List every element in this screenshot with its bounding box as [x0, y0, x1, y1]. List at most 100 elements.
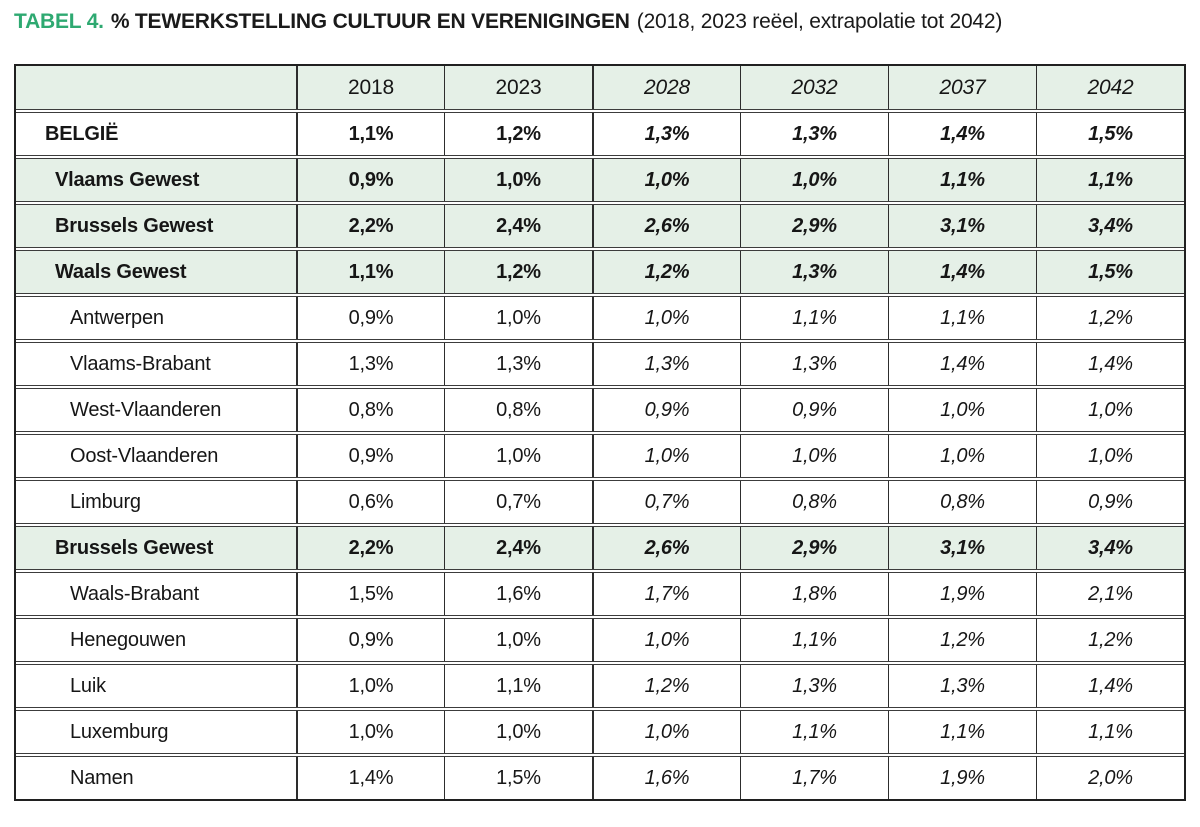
row-label: Oost-Vlaanderen [70, 444, 219, 467]
value-cell: 1,1% [888, 297, 1036, 339]
value-cell: 1,4% [296, 757, 444, 799]
value-cell: 1,6% [444, 573, 592, 615]
row-label: Waals Gewest [55, 260, 187, 283]
table-row: Limburg 0,6% 0,7% 0,7% 0,8% 0,8% 0,9% [16, 480, 1184, 524]
value-cell: 1,5% [1036, 113, 1184, 155]
table-row: Vlaams-Brabant 1,3% 1,3% 1,3% 1,3% 1,4% 1,4% [16, 342, 1184, 386]
value-cell: 2,9% [740, 205, 888, 247]
value-cell: 3,1% [888, 205, 1036, 247]
value-cell: 0,6% [296, 481, 444, 523]
value-cell: 1,9% [888, 573, 1036, 615]
value-cell: 2,4% [444, 527, 592, 569]
value-cell: 1,5% [444, 757, 592, 799]
value-cell: 1,0% [592, 619, 740, 661]
table-row: BELGIË 1,1% 1,2% 1,3% 1,3% 1,4% 1,5% [16, 112, 1184, 156]
row-label: Vlaams-Brabant [70, 352, 211, 375]
row-label: Henegouwen [70, 628, 186, 651]
value-cell: 1,0% [444, 619, 592, 661]
column-header: 2028 [592, 66, 740, 109]
value-cell: 1,0% [888, 435, 1036, 477]
value-cell: 1,5% [296, 573, 444, 615]
page-title: TABEL 4. % TEWERKSTELLING CULTUUR EN VERE… [14, 8, 1002, 36]
column-header: 2042 [1036, 66, 1184, 109]
value-cell: 1,0% [592, 435, 740, 477]
value-cell: 2,2% [296, 205, 444, 247]
value-cell: 0,9% [296, 159, 444, 201]
table-number-label: TABEL 4. [14, 10, 104, 33]
value-cell: 2,9% [740, 527, 888, 569]
value-cell: 1,3% [740, 113, 888, 155]
value-cell: 1,1% [740, 711, 888, 753]
value-cell: 0,8% [740, 481, 888, 523]
value-cell: 1,2% [888, 619, 1036, 661]
value-cell: 1,5% [1036, 251, 1184, 293]
value-cell: 1,3% [740, 251, 888, 293]
value-cell: 1,0% [1036, 389, 1184, 431]
table-row: West-Vlaanderen 0,8% 0,8% 0,9% 0,9% 1,0% 1,0% [16, 388, 1184, 432]
value-cell: 1,0% [444, 297, 592, 339]
value-cell: 1,0% [296, 711, 444, 753]
value-cell: 1,2% [592, 251, 740, 293]
table-row: Henegouwen 0,9% 1,0% 1,0% 1,1% 1,2% 1,2% [16, 618, 1184, 662]
value-cell: 0,9% [296, 435, 444, 477]
value-cell: 1,1% [1036, 159, 1184, 201]
value-cell: 0,9% [296, 297, 444, 339]
value-cell: 1,1% [1036, 711, 1184, 753]
value-cell: 1,2% [1036, 297, 1184, 339]
column-header: 2032 [740, 66, 888, 109]
table-row: Brussels Gewest 2,2% 2,4% 2,6% 2,9% 3,1% 3,4% [16, 526, 1184, 570]
table-row: Vlaams Gewest 0,9% 1,0% 1,0% 1,0% 1,1% 1,1% [16, 158, 1184, 202]
value-cell: 1,2% [444, 251, 592, 293]
value-cell: 1,0% [444, 711, 592, 753]
value-cell: 1,1% [888, 159, 1036, 201]
value-cell: 1,0% [740, 159, 888, 201]
value-cell: 0,8% [444, 389, 592, 431]
value-cell: 2,2% [296, 527, 444, 569]
value-cell: 0,8% [296, 389, 444, 431]
value-cell: 1,3% [888, 665, 1036, 707]
value-cell: 1,7% [592, 573, 740, 615]
value-cell: 1,3% [592, 113, 740, 155]
value-cell: 1,1% [296, 113, 444, 155]
value-cell: 2,1% [1036, 573, 1184, 615]
title-main-text: % TEWERKSTELLING CULTUUR EN VERENIGINGEN [110, 10, 630, 33]
value-cell: 1,0% [1036, 435, 1184, 477]
value-cell: 1,0% [296, 665, 444, 707]
value-cell: 2,6% [592, 527, 740, 569]
row-label: Brussels Gewest [55, 214, 214, 237]
row-label: BELGIË [45, 122, 119, 145]
value-cell: 3,1% [888, 527, 1036, 569]
column-header: 2037 [888, 66, 1036, 109]
value-cell: 1,4% [1036, 343, 1184, 385]
value-cell: 2,4% [444, 205, 592, 247]
value-cell: 1,0% [592, 711, 740, 753]
row-label: West-Vlaanderen [70, 398, 222, 421]
table-row: Brussels Gewest 2,2% 2,4% 2,6% 2,9% 3,1% 3,4% [16, 204, 1184, 248]
value-cell: 2,0% [1036, 757, 1184, 799]
row-label: Luxemburg [70, 720, 169, 743]
header-row: 2018 2023 2028 2032 2037 2042 [16, 66, 1184, 110]
value-cell: 0,7% [444, 481, 592, 523]
table-row: Waals-Brabant 1,5% 1,6% 1,7% 1,8% 1,9% 2,1% [16, 572, 1184, 616]
value-cell: 1,4% [888, 251, 1036, 293]
value-cell: 0,9% [296, 619, 444, 661]
row-label: Limburg [70, 490, 141, 513]
value-cell: 1,1% [444, 665, 592, 707]
value-cell: 1,1% [888, 711, 1036, 753]
row-label: Namen [70, 766, 134, 789]
table-row: Antwerpen 0,9% 1,0% 1,0% 1,1% 1,1% 1,2% [16, 296, 1184, 340]
value-cell: 1,4% [1036, 665, 1184, 707]
row-label: Luik [70, 674, 106, 697]
value-cell: 3,4% [1036, 527, 1184, 569]
value-cell: 1,2% [592, 665, 740, 707]
value-cell: 1,1% [740, 297, 888, 339]
value-cell: 1,4% [888, 113, 1036, 155]
value-cell: 1,0% [444, 435, 592, 477]
value-cell: 1,3% [592, 343, 740, 385]
value-cell: 0,9% [740, 389, 888, 431]
value-cell: 1,0% [740, 435, 888, 477]
value-cell: 3,4% [1036, 205, 1184, 247]
value-cell: 1,9% [888, 757, 1036, 799]
value-cell: 0,7% [592, 481, 740, 523]
value-cell: 1,3% [444, 343, 592, 385]
